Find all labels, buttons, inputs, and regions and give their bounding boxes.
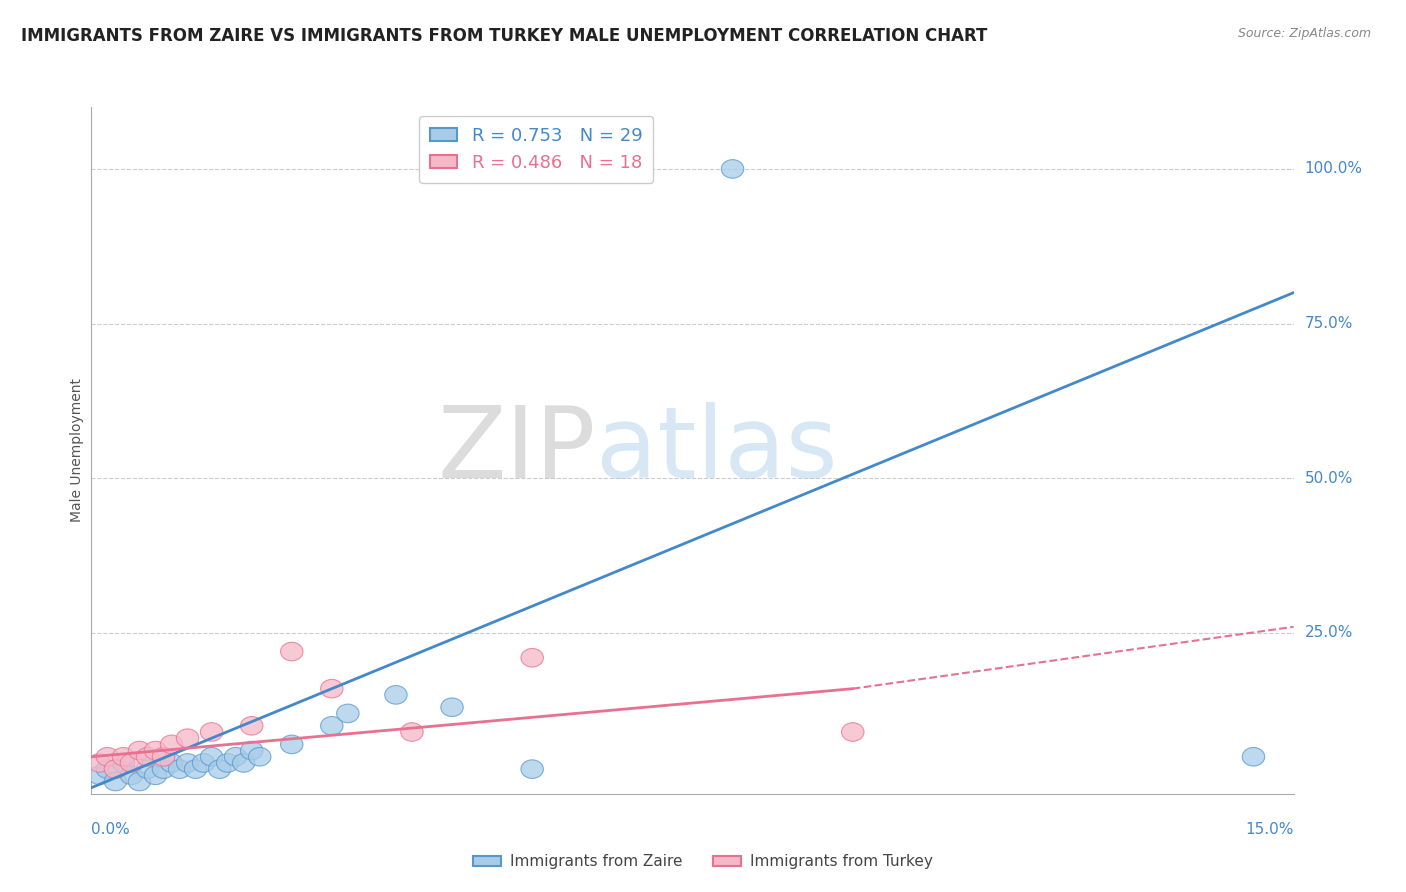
Ellipse shape bbox=[240, 716, 263, 735]
Ellipse shape bbox=[96, 747, 118, 766]
Ellipse shape bbox=[104, 760, 127, 779]
Ellipse shape bbox=[193, 754, 215, 772]
Ellipse shape bbox=[321, 680, 343, 698]
Ellipse shape bbox=[160, 735, 183, 754]
Text: IMMIGRANTS FROM ZAIRE VS IMMIGRANTS FROM TURKEY MALE UNEMPLOYMENT CORRELATION CH: IMMIGRANTS FROM ZAIRE VS IMMIGRANTS FROM… bbox=[21, 27, 987, 45]
Ellipse shape bbox=[89, 766, 111, 785]
Ellipse shape bbox=[169, 760, 191, 779]
Ellipse shape bbox=[321, 716, 343, 735]
Ellipse shape bbox=[441, 698, 463, 716]
Text: 0.0%: 0.0% bbox=[91, 822, 131, 837]
Ellipse shape bbox=[281, 735, 302, 754]
Ellipse shape bbox=[1243, 747, 1264, 766]
Ellipse shape bbox=[152, 760, 174, 779]
Ellipse shape bbox=[136, 747, 159, 766]
Ellipse shape bbox=[842, 723, 863, 741]
Text: atlas: atlas bbox=[596, 402, 838, 499]
Ellipse shape bbox=[401, 723, 423, 741]
Legend: Immigrants from Zaire, Immigrants from Turkey: Immigrants from Zaire, Immigrants from T… bbox=[467, 848, 939, 875]
Ellipse shape bbox=[201, 747, 222, 766]
Legend: R = 0.753   N = 29, R = 0.486   N = 18: R = 0.753 N = 29, R = 0.486 N = 18 bbox=[419, 116, 654, 183]
Ellipse shape bbox=[522, 760, 543, 779]
Ellipse shape bbox=[240, 741, 263, 760]
Ellipse shape bbox=[249, 747, 271, 766]
Ellipse shape bbox=[96, 760, 118, 779]
Ellipse shape bbox=[176, 754, 198, 772]
Ellipse shape bbox=[112, 754, 135, 772]
Text: ZIP: ZIP bbox=[437, 402, 596, 499]
Ellipse shape bbox=[217, 754, 239, 772]
Ellipse shape bbox=[225, 747, 247, 766]
Ellipse shape bbox=[145, 741, 167, 760]
Text: 50.0%: 50.0% bbox=[1305, 471, 1353, 486]
Ellipse shape bbox=[522, 648, 543, 667]
Ellipse shape bbox=[201, 723, 222, 741]
Ellipse shape bbox=[232, 754, 254, 772]
Ellipse shape bbox=[184, 760, 207, 779]
Text: 25.0%: 25.0% bbox=[1305, 625, 1353, 640]
Ellipse shape bbox=[121, 754, 142, 772]
Y-axis label: Male Unemployment: Male Unemployment bbox=[70, 378, 84, 523]
Ellipse shape bbox=[385, 686, 408, 704]
Ellipse shape bbox=[89, 754, 111, 772]
Text: Source: ZipAtlas.com: Source: ZipAtlas.com bbox=[1237, 27, 1371, 40]
Ellipse shape bbox=[160, 754, 183, 772]
Ellipse shape bbox=[112, 747, 135, 766]
Ellipse shape bbox=[336, 704, 359, 723]
Ellipse shape bbox=[721, 160, 744, 178]
Ellipse shape bbox=[176, 729, 198, 747]
Text: 15.0%: 15.0% bbox=[1246, 822, 1294, 837]
Ellipse shape bbox=[104, 772, 127, 791]
Ellipse shape bbox=[152, 747, 174, 766]
Ellipse shape bbox=[281, 642, 302, 661]
Ellipse shape bbox=[208, 760, 231, 779]
Text: 75.0%: 75.0% bbox=[1305, 316, 1353, 331]
Text: 100.0%: 100.0% bbox=[1305, 161, 1362, 177]
Ellipse shape bbox=[136, 760, 159, 779]
Ellipse shape bbox=[128, 741, 150, 760]
Ellipse shape bbox=[145, 766, 167, 785]
Ellipse shape bbox=[121, 766, 142, 785]
Ellipse shape bbox=[128, 772, 150, 791]
